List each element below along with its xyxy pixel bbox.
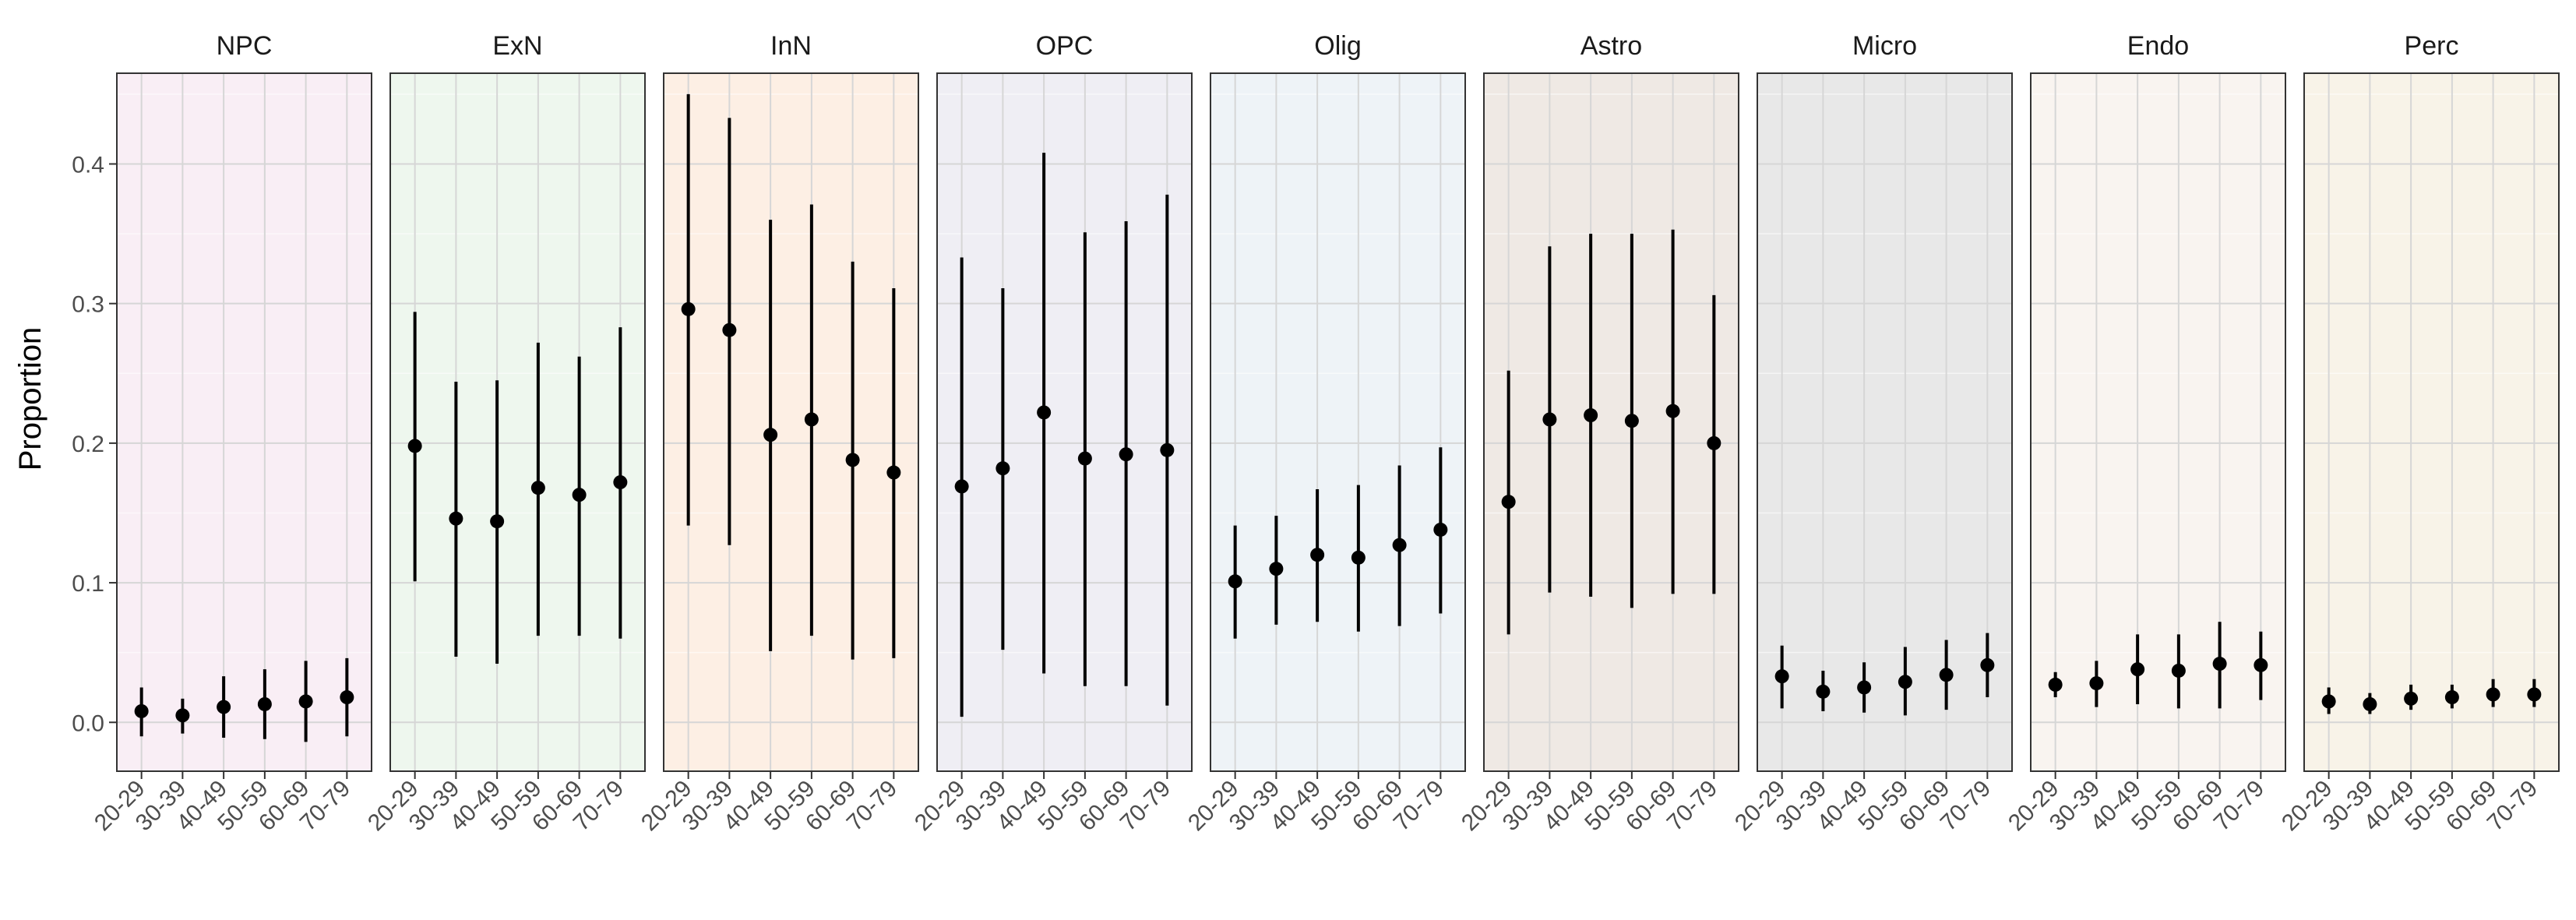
panel-border: [936, 72, 1193, 772]
data-point: [1160, 442, 1175, 457]
data-point: [2254, 657, 2268, 672]
y-tick-label: 0.3: [72, 292, 104, 318]
data-point: [407, 439, 422, 453]
data-point: [996, 461, 1010, 476]
y-tick-label: 0.0: [72, 710, 104, 736]
panel-background: [1210, 73, 1465, 771]
data-point: [1077, 451, 1092, 466]
data-point: [2212, 657, 2227, 671]
data-point: [1351, 550, 1366, 565]
data-point: [340, 690, 354, 705]
data-point: [954, 479, 969, 494]
y-tick-label: 0.2: [72, 432, 104, 457]
data-point: [530, 481, 545, 495]
data-point: [449, 511, 463, 526]
facet-strip-label: Astro: [1580, 31, 1642, 61]
data-point: [2486, 687, 2500, 702]
data-point: [2171, 663, 2186, 678]
data-point: [1228, 574, 1242, 589]
data-point: [1707, 435, 1721, 450]
data-point: [2048, 677, 2063, 692]
data-point: [1624, 414, 1639, 428]
data-point: [490, 514, 505, 529]
data-point: [1433, 522, 1448, 537]
panel-background: [2304, 73, 2559, 771]
panel-background: [390, 73, 645, 771]
panel-background: [2031, 73, 2285, 771]
data-point: [1269, 562, 1284, 576]
data-point: [298, 694, 313, 709]
data-point: [217, 700, 231, 714]
facet-strip-label: Endo: [2127, 31, 2189, 61]
panel-background: [937, 73, 1192, 771]
panel-border: [1210, 72, 1466, 772]
facet-strip-label: OPC: [1036, 31, 1094, 61]
facet-strip-label: Olig: [1314, 31, 1361, 61]
panel-border: [2303, 72, 2560, 772]
panel-border: [1757, 72, 2013, 772]
data-point: [845, 453, 860, 467]
data-point: [2404, 691, 2419, 706]
data-point: [2089, 676, 2104, 691]
data-point: [1665, 404, 1680, 418]
panel-border: [2030, 72, 2286, 772]
panel-border: [389, 72, 646, 772]
data-point: [763, 428, 778, 442]
panel-background: [1757, 73, 2012, 771]
panel-background: [664, 73, 918, 771]
data-point: [134, 703, 149, 718]
data-point: [722, 323, 737, 337]
data-point: [1392, 538, 1407, 552]
data-point: [886, 465, 901, 480]
data-point: [257, 696, 272, 711]
data-point: [1584, 408, 1598, 423]
data-point: [681, 301, 696, 316]
data-point: [1310, 548, 1325, 562]
panel-border: [116, 72, 372, 772]
data-point: [1542, 412, 1557, 427]
data-point: [175, 708, 190, 723]
panel-background: [117, 73, 372, 771]
data-point: [2527, 687, 2542, 702]
panel-background: [1484, 73, 1739, 771]
y-axis-title: Proportion: [13, 327, 48, 471]
data-point: [2130, 662, 2145, 677]
data-point: [1119, 447, 1133, 462]
data-point: [572, 488, 587, 502]
data-point: [1939, 668, 1954, 682]
data-point: [2321, 694, 2336, 709]
panel-border: [1483, 72, 1739, 772]
y-tick-label: 0.4: [72, 152, 104, 178]
facet-strip-label: InN: [770, 31, 812, 61]
data-point: [2363, 696, 2377, 711]
y-tick-label: 0.1: [72, 571, 104, 597]
facet-strip-label: Micro: [1852, 31, 1917, 61]
facets-group: 0.0 0.1 0.2 0.3 0.4NPC20-2930-3940-4950-5960…: [72, 31, 2560, 836]
panel-border: [663, 72, 919, 772]
data-point: [1037, 405, 1052, 420]
data-point: [1774, 669, 1789, 684]
facet-strip-label: ExN: [492, 31, 542, 61]
data-point: [1857, 680, 1872, 695]
data-point: [2444, 690, 2459, 705]
data-point: [804, 412, 819, 427]
data-point: [613, 475, 628, 490]
facet-strip-label: Perc: [2405, 31, 2459, 61]
data-point: [1501, 495, 1516, 509]
facet-strip-label: NPC: [217, 31, 273, 61]
data-point: [1980, 657, 1995, 672]
data-point: [1816, 684, 1831, 699]
data-point: [1898, 675, 1912, 689]
